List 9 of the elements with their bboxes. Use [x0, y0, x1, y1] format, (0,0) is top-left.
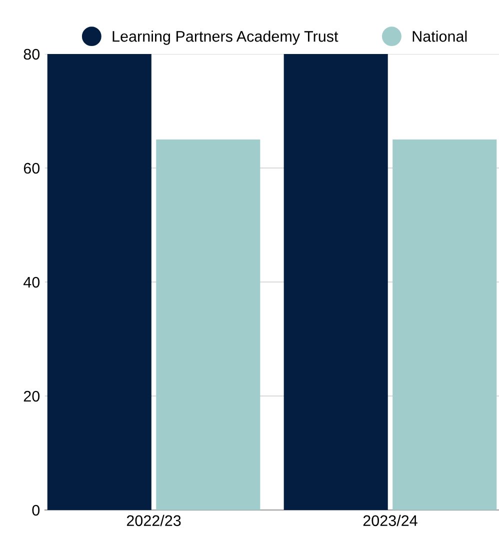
y-tick-label: 0 [32, 504, 40, 516]
x-tick-label: 2022/23 [126, 514, 181, 526]
y-tick-label: 60 [24, 162, 40, 174]
legend-label: Learning Partners Academy Trust [112, 30, 338, 45]
x-tick-label: 2023/24 [363, 514, 418, 526]
y-tick-label: 40 [24, 276, 40, 288]
legend-label: National [412, 30, 467, 42]
y-tick-label: 20 [24, 390, 40, 402]
y-tick-label: 80 [24, 48, 40, 60]
